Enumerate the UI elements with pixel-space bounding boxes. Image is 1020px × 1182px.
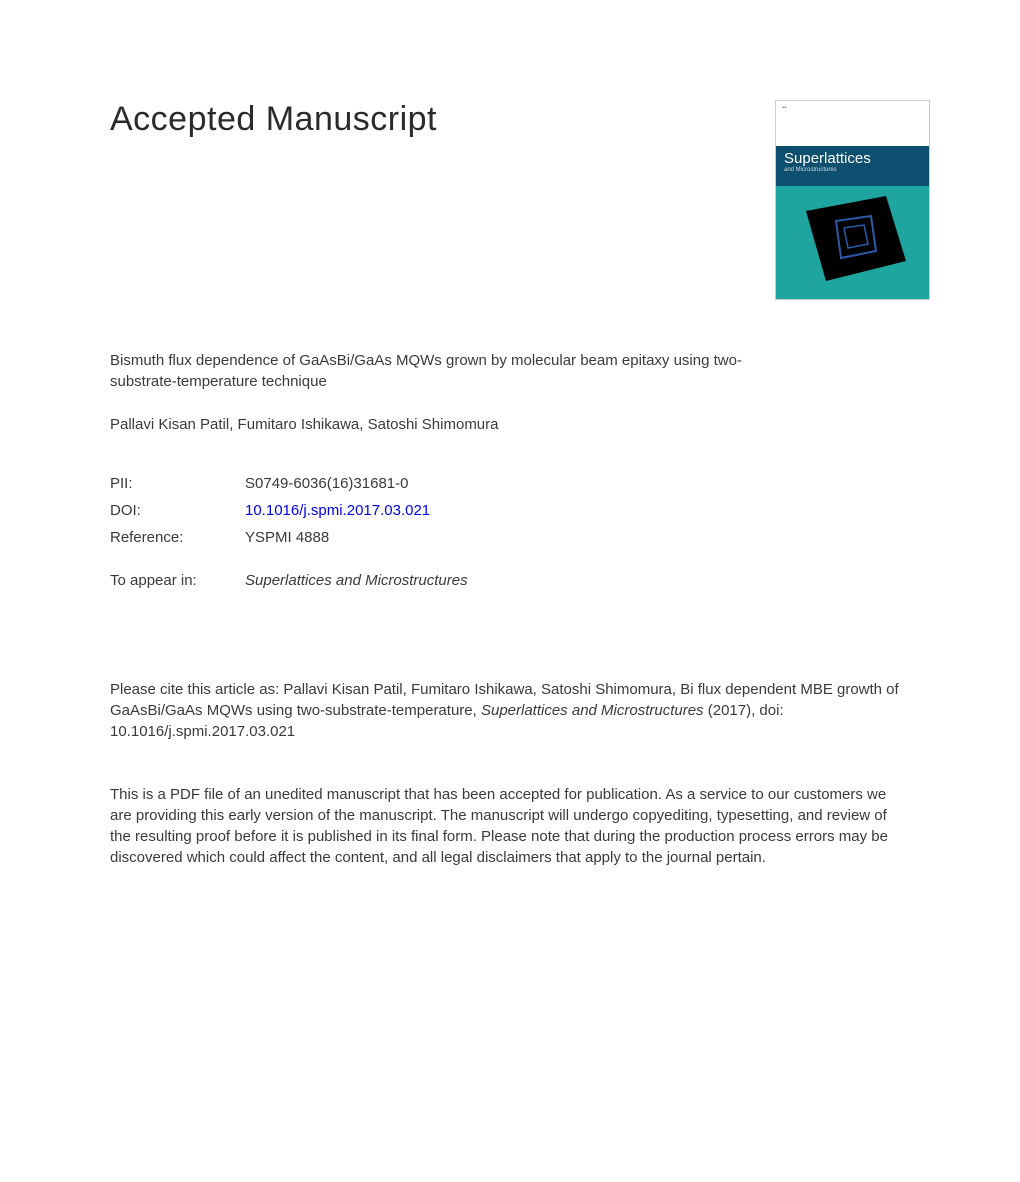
citation-journal: Superlattices and Microstructures [481,702,704,719]
journal-cover-thumbnail: ▪▪ Superlattices and Microstructures [775,100,930,300]
cover-journal-title: Superlattices [784,150,921,167]
disclaimer-text: This is a PDF file of an unedited manusc… [110,784,910,868]
metadata-table: PII: S0749-6036(16)31681-0 DOI: 10.1016/… [110,475,930,546]
to-appear-label: To appear in: [110,572,245,589]
pii-value: S0749-6036(16)31681-0 [245,475,408,492]
meta-row-doi: DOI: 10.1016/j.spmi.2017.03.021 [110,502,930,519]
publisher-mark-icon: ▪▪ [782,105,786,142]
pii-label: PII: [110,475,245,492]
doi-link[interactable]: 10.1016/j.spmi.2017.03.021 [245,502,430,519]
authors-line: Pallavi Kisan Patil, Fumitaro Ishikawa, … [110,416,930,433]
header-row: Accepted Manuscript ▪▪ Superlattices and… [110,100,930,300]
page-heading: Accepted Manuscript [110,100,437,139]
cover-title-band: Superlattices and Microstructures [776,146,929,186]
manuscript-page: Accepted Manuscript ▪▪ Superlattices and… [0,0,1020,928]
meta-row-pii: PII: S0749-6036(16)31681-0 [110,475,930,492]
cover-journal-subtitle: and Microstructures [784,167,921,173]
article-title: Bismuth flux dependence of GaAsBi/GaAs M… [110,350,750,392]
citation-text: Please cite this article as: Pallavi Kis… [110,679,900,742]
reference-value: YSPMI 4888 [245,529,329,546]
cover-top-bar: ▪▪ [776,101,929,146]
to-appear-row: To appear in: Superlattices and Microstr… [110,572,930,589]
to-appear-value: Superlattices and Microstructures [245,572,468,589]
doi-label: DOI: [110,502,245,519]
reference-label: Reference: [110,529,245,546]
cover-artwork [776,186,929,300]
meta-row-reference: Reference: YSPMI 4888 [110,529,930,546]
